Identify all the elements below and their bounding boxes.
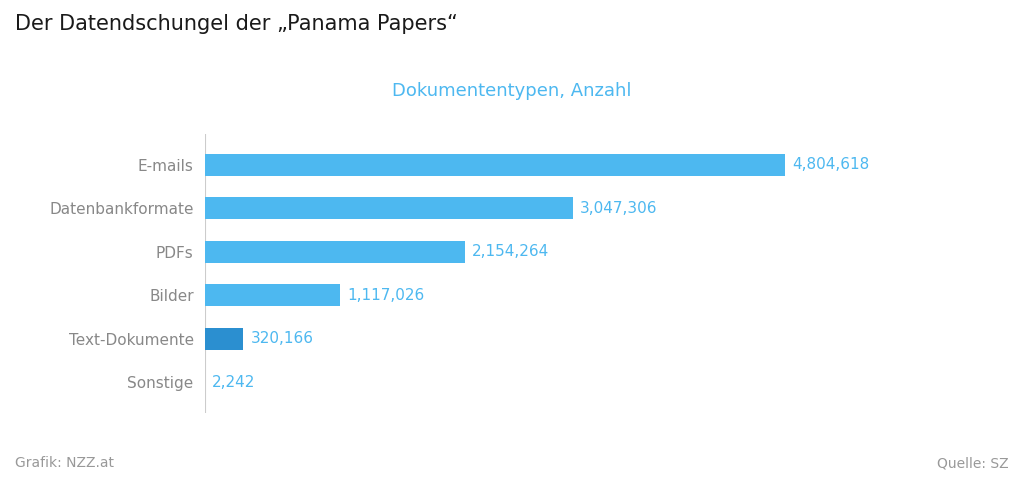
Bar bbox=[205, 241, 465, 263]
Text: 1,117,026: 1,117,026 bbox=[347, 288, 424, 303]
Bar bbox=[205, 197, 572, 219]
Bar bbox=[205, 285, 340, 306]
Text: Der Datendschungel der „Panama Papers“: Der Datendschungel der „Panama Papers“ bbox=[15, 14, 458, 35]
Text: Dokumententypen, Anzahl: Dokumententypen, Anzahl bbox=[392, 82, 632, 100]
Text: 2,242: 2,242 bbox=[212, 375, 256, 390]
Text: 3,047,306: 3,047,306 bbox=[580, 201, 657, 216]
Text: 2,154,264: 2,154,264 bbox=[472, 244, 549, 259]
Bar bbox=[205, 154, 784, 176]
Text: Grafik: NZZ.at: Grafik: NZZ.at bbox=[15, 456, 115, 470]
Text: 4,804,618: 4,804,618 bbox=[792, 157, 869, 172]
Bar bbox=[205, 328, 244, 350]
Text: 320,166: 320,166 bbox=[251, 331, 313, 347]
Text: Quelle: SZ: Quelle: SZ bbox=[937, 456, 1009, 470]
